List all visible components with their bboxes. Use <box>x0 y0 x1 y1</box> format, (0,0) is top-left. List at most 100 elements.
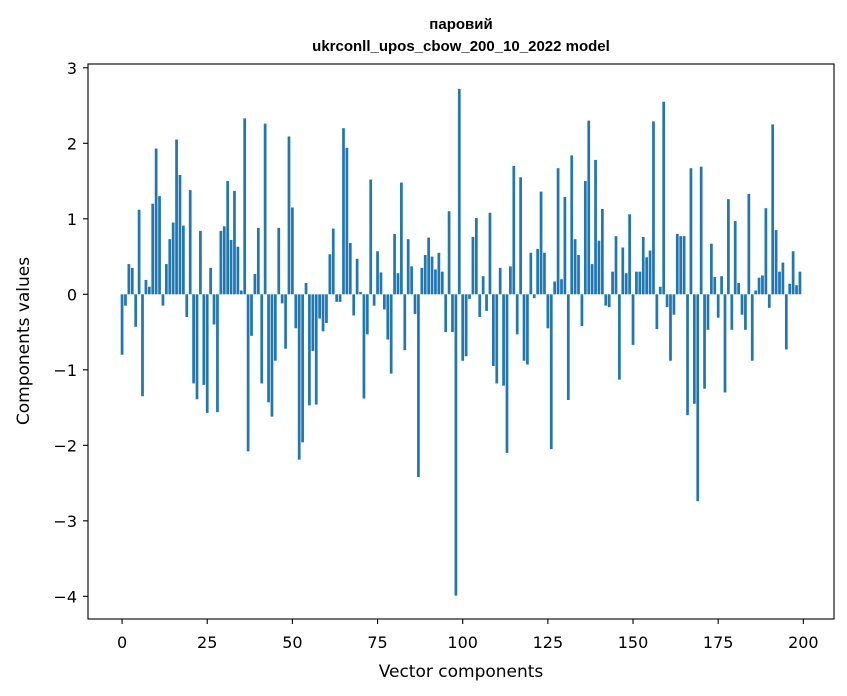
bar-190 <box>767 294 771 308</box>
bar-60 <box>325 294 328 323</box>
x-tick-label-8: 200 <box>788 633 819 652</box>
bar-197 <box>791 251 795 295</box>
bar-62 <box>331 228 335 295</box>
bar-143 <box>607 294 611 308</box>
bar-154 <box>645 257 649 295</box>
bar-125 <box>546 294 550 329</box>
bar-66 <box>345 147 349 295</box>
bar-169 <box>696 294 700 502</box>
bar-178 <box>727 199 730 295</box>
bar-140 <box>597 240 601 295</box>
bar-92 <box>434 269 437 295</box>
x-ticks: 0 25 50 75 100 125 150 175 200 <box>117 619 819 652</box>
bar-179 <box>730 294 734 330</box>
bar-70 <box>359 292 362 295</box>
bar-102 <box>468 294 471 299</box>
bar-97 <box>451 294 454 333</box>
bar-101 <box>464 294 468 357</box>
bar-87 <box>417 294 420 478</box>
bar-110 <box>495 294 499 384</box>
bar-147 <box>621 247 625 295</box>
bar-104 <box>474 218 478 295</box>
y-tick-label-1: 2 <box>67 134 77 153</box>
y-tick-label-5: −2 <box>53 436 77 455</box>
bar-152 <box>638 271 642 295</box>
bar-146 <box>618 294 621 380</box>
bar-76 <box>379 272 383 295</box>
x-tick-label-7: 175 <box>703 633 734 652</box>
bar-42 <box>263 123 267 295</box>
bar-89 <box>423 255 427 295</box>
y-tick-label-4: −1 <box>53 361 77 380</box>
bar-45 <box>273 294 277 361</box>
bar-54 <box>304 282 308 295</box>
bar-172 <box>706 294 710 330</box>
bar-126 <box>549 294 553 450</box>
bar-78 <box>386 294 390 340</box>
bar-84 <box>406 239 410 295</box>
bar-99 <box>457 88 461 295</box>
bar-186 <box>754 290 758 295</box>
bar-52 <box>297 294 301 460</box>
bar-191 <box>771 124 775 295</box>
bar-82 <box>400 182 403 295</box>
bar-90 <box>427 237 431 295</box>
bar-157 <box>655 294 659 330</box>
bar-98 <box>454 294 458 596</box>
bar-72 <box>365 294 369 335</box>
bar-159 <box>662 101 666 295</box>
bar-173 <box>710 243 713 295</box>
bar-166 <box>686 294 689 416</box>
bar-46 <box>277 227 281 295</box>
bar-3 <box>130 267 134 295</box>
bar-106 <box>481 276 485 295</box>
bar-100 <box>461 294 465 361</box>
bar-123 <box>539 191 543 295</box>
bar-41 <box>260 294 264 384</box>
x-tick-label-0: 0 <box>117 633 127 652</box>
bar-132 <box>570 155 574 295</box>
bar-109 <box>492 294 495 367</box>
x-tick-label-1: 25 <box>197 633 217 652</box>
bar-165 <box>682 236 686 295</box>
chart-title-line1: паровий <box>429 16 492 33</box>
bar-50 <box>291 207 294 295</box>
bar-133 <box>573 239 577 295</box>
bar-24 <box>202 294 206 385</box>
bar-32 <box>229 239 233 295</box>
bar-122 <box>536 249 540 295</box>
bar-75 <box>376 251 379 295</box>
bar-128 <box>556 168 560 295</box>
bar-121 <box>532 294 536 299</box>
bar-25 <box>205 294 209 413</box>
bar-96 <box>447 211 451 295</box>
bar-95 <box>444 294 448 333</box>
bar-116 <box>515 294 519 335</box>
bar-11 <box>158 196 161 295</box>
bar-5 <box>137 209 141 295</box>
bar-105 <box>478 294 482 317</box>
bar-53 <box>301 294 304 443</box>
bar-33 <box>233 190 236 295</box>
bar-184 <box>747 193 751 295</box>
bar-158 <box>658 286 662 295</box>
y-ticks: 3 2 1 0 −1 −2 −3 −4 <box>53 59 88 606</box>
bar-156 <box>652 121 655 295</box>
bar-175 <box>716 294 720 318</box>
bar-36 <box>243 118 247 295</box>
bar-112 <box>502 294 505 386</box>
bar-30 <box>222 226 226 295</box>
bar-120 <box>529 252 533 295</box>
bar-63 <box>335 294 339 302</box>
bar-13 <box>164 264 168 295</box>
bar-127 <box>553 281 557 295</box>
bar-168 <box>692 294 696 404</box>
bar-21 <box>192 294 195 384</box>
bar-69 <box>355 258 359 295</box>
bar-141 <box>601 208 604 295</box>
bar-124 <box>543 252 546 295</box>
bar-180 <box>733 221 737 295</box>
bar-51 <box>294 294 298 329</box>
bar-4 <box>134 294 138 327</box>
